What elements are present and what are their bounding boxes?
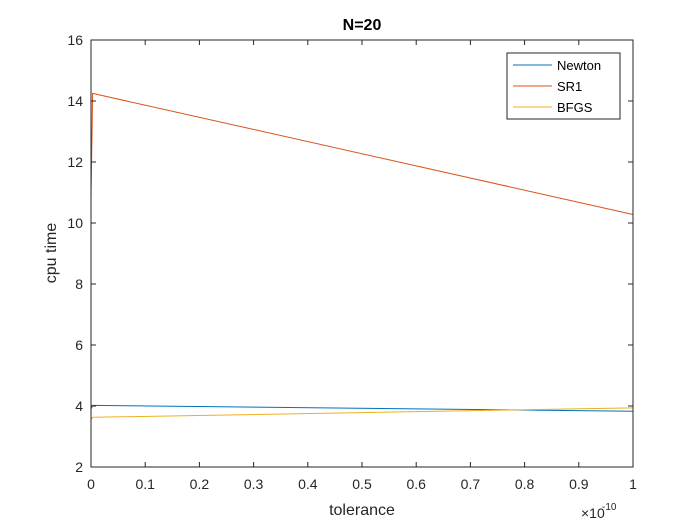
- legend-label-sr1: SR1: [557, 79, 582, 94]
- series-line-sr1: [90, 92, 634, 215]
- series-line-newton: [90, 404, 634, 412]
- y-tick-label: 14: [67, 93, 83, 109]
- y-tick-label: 2: [75, 459, 83, 475]
- y-tick-label: 8: [75, 276, 83, 292]
- x-tick-label: 0.1: [135, 476, 155, 492]
- legend-label-newton: Newton: [557, 58, 601, 73]
- series-layer: [90, 92, 634, 421]
- series-line-bfgs: [90, 407, 634, 421]
- x-axis-label: tolerance: [329, 502, 395, 519]
- y-tick-label: 6: [75, 337, 83, 353]
- x-tick-label: 0.4: [298, 476, 318, 492]
- x-tick-label: 0.6: [406, 476, 426, 492]
- y-axis-label: cpu time: [43, 223, 60, 284]
- x-tick-label: 1: [629, 476, 637, 492]
- x-tick-label: 0: [87, 476, 95, 492]
- x-exponent-base: ×10: [581, 505, 605, 521]
- x-tick-label: 0.7: [461, 476, 481, 492]
- x-tick-label: 0.9: [569, 476, 589, 492]
- y-tick-label: 12: [67, 154, 83, 170]
- x-tick-label: 0.5: [352, 476, 372, 492]
- y-tick-label: 16: [67, 32, 83, 48]
- legend: Newton SR1 BFGS: [506, 52, 621, 120]
- y-ticks: 2 4 6 8 10 12 14 16: [67, 32, 633, 475]
- legend-label-bfgs: BFGS: [557, 100, 593, 115]
- x-exponent-power: -10: [602, 502, 617, 513]
- chart-title: N=20: [343, 17, 382, 34]
- x-tick-label: 0.2: [190, 476, 210, 492]
- x-ticks: 0 0.1 0.2 0.3 0.4 0.5 0.6 0.7 0.8 0.9 1: [87, 40, 637, 492]
- y-tick-label: 10: [67, 215, 83, 231]
- x-tick-label: 0.8: [515, 476, 535, 492]
- x-tick-label: 0.3: [244, 476, 264, 492]
- legend-entries: Newton SR1 BFGS: [513, 58, 601, 115]
- y-tick-label: 4: [75, 398, 83, 414]
